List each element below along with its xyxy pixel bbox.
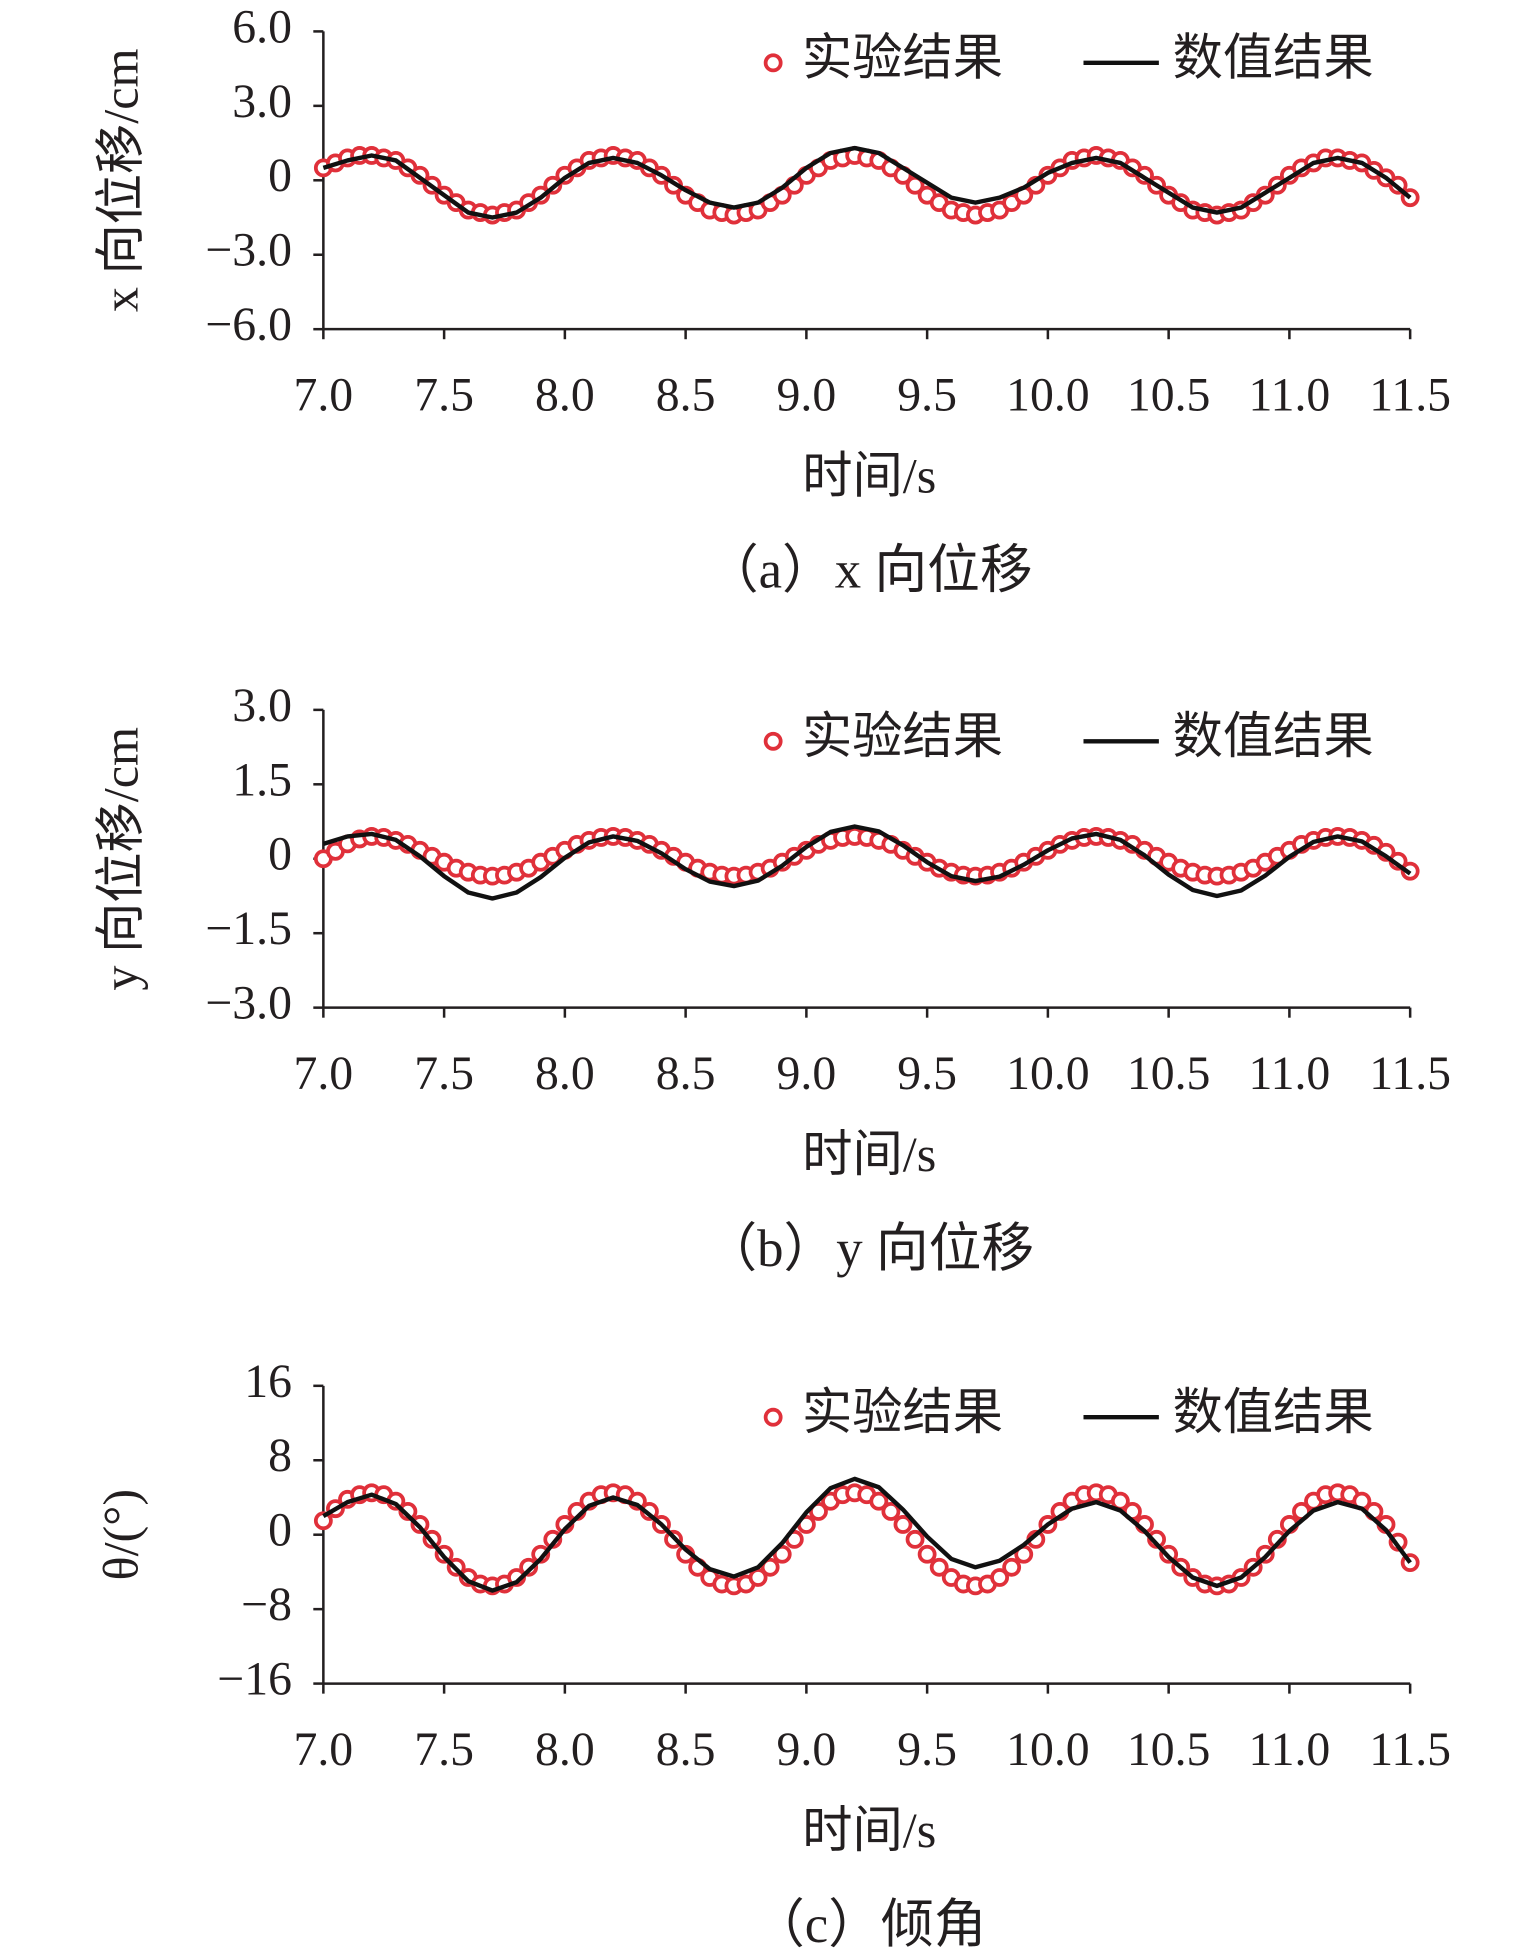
x-tick-label: 8.0 (535, 368, 595, 421)
x-tick-label: 11.0 (1249, 1723, 1331, 1776)
x-tick-label: 9.0 (777, 1723, 837, 1776)
x-axis-label: 时间/s (802, 1802, 936, 1858)
y-tick-label: 6.0 (232, 0, 292, 53)
x-tick-label: 7.5 (414, 1723, 474, 1776)
y-tick-label: −6.0 (205, 298, 292, 351)
y-axis-label: θ/(°) (93, 1489, 149, 1581)
y-tick-label: 0 (268, 828, 292, 881)
legend-label: 数值结果 (1173, 29, 1374, 85)
y-tick-label: −16 (217, 1653, 292, 1706)
numeric-line (322, 1476, 1412, 1593)
x-tick-label: 7.5 (414, 368, 474, 421)
x-tick-label: 8.0 (535, 1723, 595, 1776)
experiment-marker (398, 1502, 418, 1521)
x-tick-label: 9.5 (897, 1723, 957, 1776)
x-tick-label: 8.0 (535, 1047, 595, 1100)
experiment-marker (772, 1544, 792, 1564)
x-tick-label: 8.5 (656, 368, 716, 421)
x-tick-label: 8.5 (656, 1047, 716, 1100)
y-tick-label: −3.0 (205, 224, 292, 277)
x-tick-label: 9.0 (777, 368, 837, 421)
x-tick-label: 9.5 (897, 1047, 957, 1100)
experiment-marker (917, 1544, 937, 1564)
y-tick-label: −8 (241, 1578, 292, 1631)
experiment-marker (748, 1568, 768, 1587)
x-tick-label: 7.0 (294, 368, 354, 421)
caption: （b）y 向位移 (704, 1220, 1034, 1278)
experiment-marker (929, 1557, 949, 1577)
caption: （a）x 向位移 (706, 542, 1033, 600)
x-tick-label: 10.5 (1127, 1723, 1211, 1776)
x-tick-label: 7.0 (294, 1723, 354, 1776)
x-tick-label: 9.5 (897, 368, 957, 421)
numeric-line (322, 145, 1412, 220)
legend-label: 实验结果 (802, 1384, 1003, 1440)
y-tick-label: −3.0 (205, 977, 292, 1030)
experiment-marker (313, 1511, 333, 1531)
x-tick-label: 8.5 (656, 1723, 716, 1776)
x-axis-label: 时间/s (802, 1126, 936, 1182)
legend-marker (763, 53, 783, 73)
x-tick-label: 11.5 (1369, 1047, 1451, 1100)
x-tick-label: 10.5 (1127, 368, 1211, 421)
experiment-marker (519, 1557, 539, 1577)
x-tick-label: 11.0 (1249, 1047, 1331, 1100)
y-tick-label: 8 (268, 1429, 292, 1482)
experiment-marker (869, 1491, 889, 1511)
x-axis-label: 时间/s (802, 448, 936, 504)
legend-label: 数值结果 (1173, 708, 1374, 764)
experiment-marker (1002, 1557, 1022, 1577)
x-tick-label: 11.0 (1249, 368, 1331, 421)
experiment-marker (881, 1502, 901, 1521)
y-axis-label: y 向位移/cm (93, 727, 149, 991)
y-axis-label: x 向位移/cm (93, 48, 149, 312)
legend-marker (763, 1407, 783, 1427)
x-tick-label: 10.0 (1006, 1047, 1090, 1100)
y-tick-label: 0 (268, 1504, 292, 1557)
y-tick-label: 3.0 (232, 75, 292, 128)
numeric-line (322, 824, 1412, 901)
x-tick-label: 9.0 (777, 1047, 837, 1100)
legend-label: 实验结果 (802, 708, 1003, 764)
y-tick-label: 0 (268, 149, 292, 202)
experiment-marker (809, 1502, 828, 1521)
experiment-marker (893, 1515, 913, 1534)
x-tick-label: 7.0 (294, 1047, 354, 1100)
y-tick-label: 3.0 (232, 679, 292, 732)
legend-label: 实验结果 (802, 29, 1003, 85)
caption: （c）倾角 (752, 1896, 986, 1954)
x-tick-label: 10.5 (1127, 1047, 1211, 1100)
x-tick-label: 11.5 (1369, 368, 1451, 421)
x-tick-label: 10.0 (1006, 368, 1090, 421)
x-tick-label: 7.5 (414, 1047, 474, 1100)
y-tick-label: 1.5 (232, 753, 292, 806)
x-tick-label: 10.0 (1006, 1723, 1090, 1776)
y-tick-label: −1.5 (205, 902, 292, 955)
experiment-marker (760, 1557, 780, 1577)
legend-marker (763, 731, 783, 751)
legend-label: 数值结果 (1173, 1384, 1374, 1440)
y-tick-label: 16 (244, 1355, 292, 1408)
experiment-marker (905, 1529, 925, 1549)
experiment-marker (990, 1568, 1010, 1587)
x-tick-label: 11.5 (1369, 1723, 1451, 1776)
